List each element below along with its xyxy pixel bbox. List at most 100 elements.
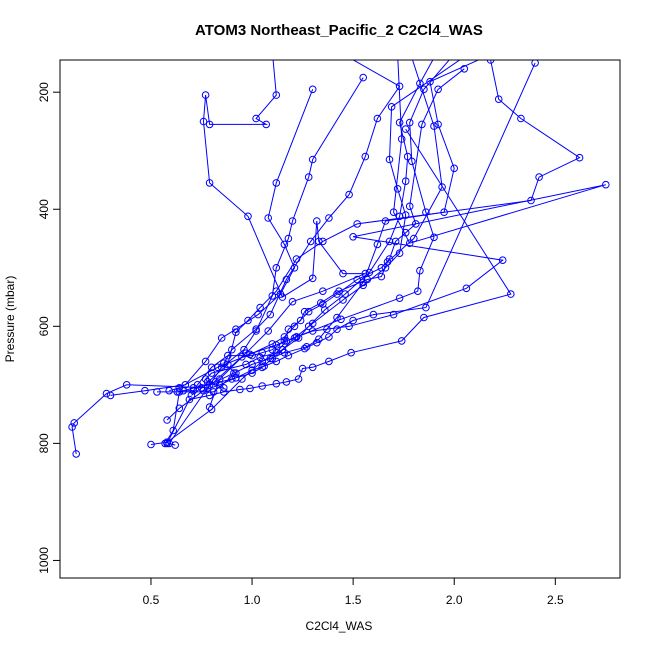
y-tick-label: 800	[37, 433, 51, 453]
series-3	[147, 60, 434, 449]
data-point	[498, 256, 507, 265]
data-point	[163, 416, 171, 424]
data-point	[325, 333, 333, 341]
data-point	[308, 274, 317, 283]
y-tick-label: 200	[37, 82, 51, 102]
data-point	[205, 179, 214, 187]
data-point	[282, 337, 291, 345]
data-point	[339, 296, 347, 304]
data-point	[306, 237, 315, 246]
data-point	[232, 325, 240, 334]
y-axis: 200 400 600 800 1000	[37, 82, 60, 574]
data-point	[300, 344, 309, 353]
data-point	[405, 118, 414, 127]
data-point	[175, 404, 184, 413]
data-point	[246, 384, 254, 393]
data-point	[284, 351, 293, 360]
data-point	[272, 357, 281, 366]
data-point	[405, 239, 414, 247]
data-point	[258, 382, 267, 390]
data-point	[252, 114, 260, 123]
data-point	[308, 319, 317, 328]
data-point	[339, 269, 347, 278]
data-point	[507, 290, 515, 298]
data-point	[377, 272, 386, 281]
data-point	[302, 343, 311, 351]
y-tick-label: 1000	[37, 547, 51, 574]
data-point	[401, 177, 410, 185]
data-point	[290, 264, 299, 272]
data-point	[171, 441, 179, 449]
series-12	[106, 85, 317, 400]
data-point	[268, 292, 277, 300]
data-point	[280, 337, 289, 345]
data-point	[393, 185, 402, 193]
data-point	[201, 91, 210, 99]
data-point	[215, 381, 224, 389]
data-point	[308, 363, 317, 372]
series-line	[166, 62, 536, 421]
series-line	[71, 60, 450, 454]
data-point	[256, 303, 264, 312]
data-point	[333, 325, 341, 334]
data-point	[272, 91, 281, 99]
data-point	[185, 395, 194, 404]
data-point	[347, 348, 355, 357]
data-point	[272, 264, 281, 272]
data-point	[319, 237, 327, 246]
data-point	[385, 255, 394, 263]
data-point	[408, 157, 416, 166]
data-point	[403, 152, 412, 161]
data-point	[280, 333, 289, 341]
data-point	[220, 388, 228, 396]
data-point	[292, 255, 301, 263]
data-point	[254, 310, 262, 319]
series-line	[110, 89, 314, 396]
series-8	[165, 73, 368, 449]
data-point	[401, 125, 410, 133]
data-point	[207, 369, 216, 377]
data-point	[416, 79, 424, 88]
data-point	[266, 354, 275, 363]
series-13	[163, 125, 515, 448]
data-point	[260, 362, 269, 370]
y-axis-label: Pressure (mbar)	[3, 276, 17, 363]
data-point	[387, 103, 396, 111]
data-point	[288, 297, 297, 306]
data-point	[264, 327, 273, 335]
data-point	[232, 374, 240, 382]
data-point	[450, 164, 459, 173]
data-point	[405, 202, 414, 211]
data-point	[68, 423, 76, 431]
x-axis: 0.5 1.0 1.5 2.0 2.5	[143, 578, 564, 607]
data-point	[175, 388, 184, 396]
series-4	[187, 60, 584, 400]
data-point	[361, 152, 370, 161]
data-point	[248, 366, 256, 375]
data-point	[290, 322, 299, 331]
data-point	[199, 117, 208, 126]
x-axis-label: C2Cl4_WAS	[306, 619, 373, 633]
data-point	[313, 338, 321, 347]
data-point	[508, 42, 515, 49]
data-point	[256, 353, 264, 362]
data-point	[420, 85, 428, 94]
data-point	[262, 120, 271, 129]
data-point	[319, 300, 327, 308]
data-point	[199, 386, 208, 395]
data-point	[282, 378, 291, 386]
data-point	[381, 217, 390, 225]
data-point	[272, 179, 281, 187]
data-point	[373, 114, 382, 123]
data-point	[410, 234, 418, 243]
data-point	[304, 173, 313, 181]
data-point	[494, 95, 503, 103]
data-point	[296, 316, 305, 325]
data-point	[276, 290, 285, 298]
data-point	[434, 85, 442, 94]
data-point	[333, 290, 341, 298]
data-point	[232, 369, 240, 377]
data-point	[420, 313, 428, 322]
x-tick-label: 2.0	[446, 593, 463, 607]
